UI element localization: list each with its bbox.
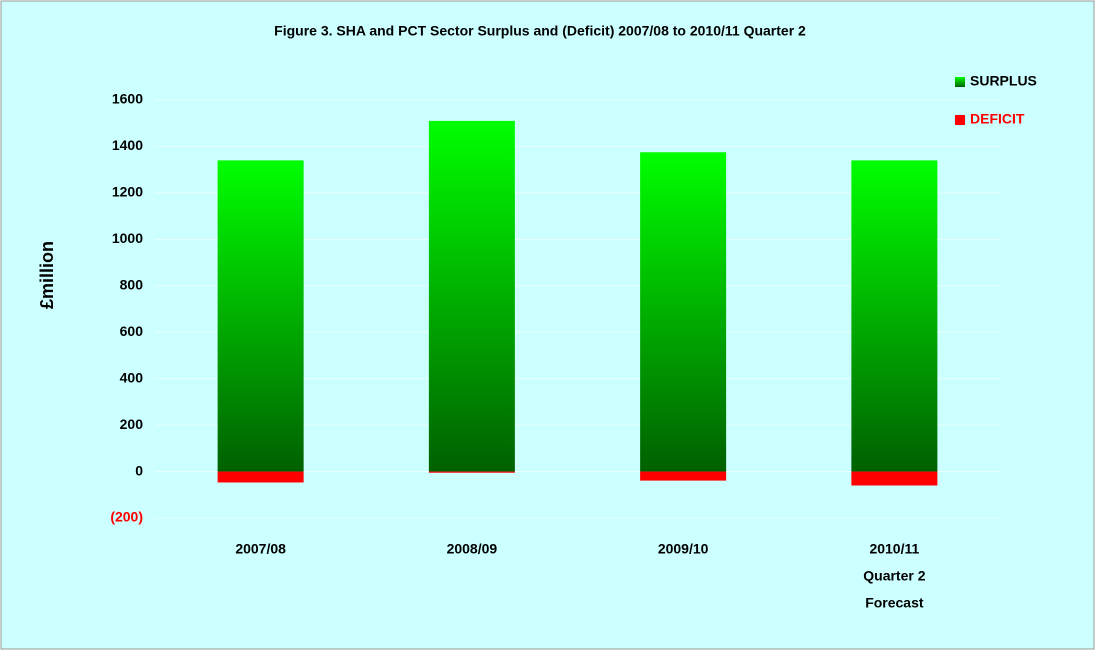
x-tick-label: Quarter 2 (863, 568, 925, 584)
chart-title: Figure 3. SHA and PCT Sector Surplus and… (274, 23, 806, 39)
bar (217, 160, 304, 472)
x-tick-label: 2007/08 (235, 541, 286, 557)
x-tick-label: Forecast (865, 595, 924, 611)
y-tick-label: 400 (120, 369, 144, 385)
bar (428, 120, 515, 472)
y-tick-label: 1200 (112, 184, 143, 200)
y-tick-label: (200) (110, 509, 143, 525)
y-tick-label: 200 (120, 416, 144, 432)
bar (851, 160, 938, 472)
bar (428, 471, 515, 473)
legend-label: SURPLUS (970, 73, 1037, 89)
y-tick-label: 800 (120, 276, 144, 292)
legend-swatch (955, 115, 965, 125)
y-tick-label: 1400 (112, 137, 143, 153)
y-tick-label: 0 (135, 462, 143, 478)
y-tick-label: 1600 (112, 91, 143, 107)
bar (640, 471, 727, 481)
bar (217, 471, 304, 483)
bar (851, 471, 938, 486)
x-tick-label: 2010/11 (869, 541, 919, 557)
y-tick-label: 1000 (112, 230, 143, 246)
legend-swatch (955, 77, 965, 87)
y-tick-label: 600 (120, 323, 144, 339)
bar (640, 152, 727, 472)
legend-label: DEFICIT (970, 111, 1025, 127)
x-tick-label: 2009/10 (658, 541, 709, 557)
y-axis-label: £million (37, 241, 57, 309)
x-tick-label: 2008/09 (447, 541, 498, 557)
